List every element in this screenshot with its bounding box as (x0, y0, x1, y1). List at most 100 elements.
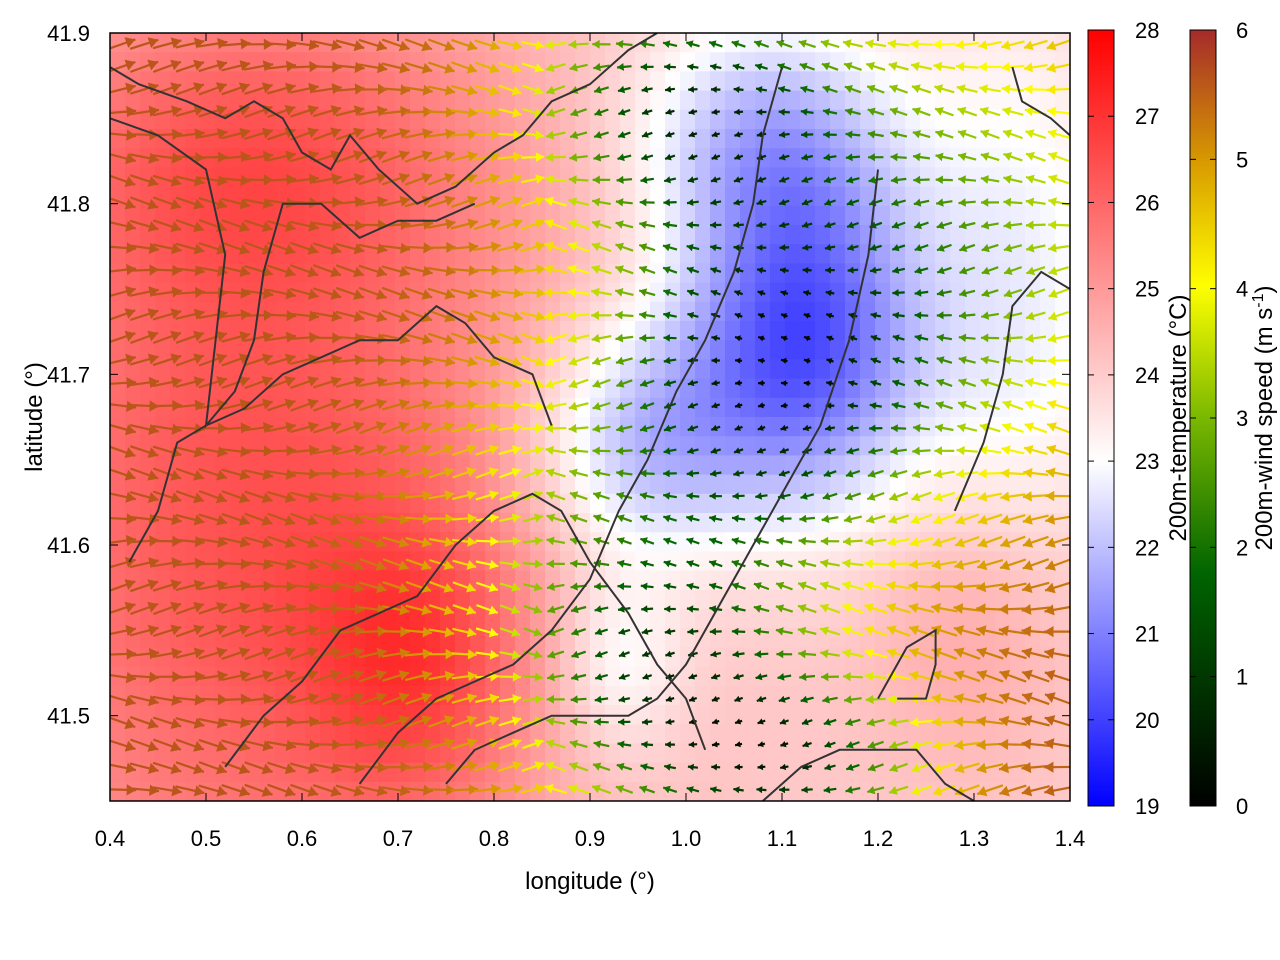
heat-cell (695, 301, 711, 322)
heat-cell (455, 359, 471, 380)
heat-cell (155, 205, 171, 226)
heat-cell (545, 321, 561, 341)
heat-cell (770, 685, 786, 706)
heat-cell (905, 762, 921, 783)
heat-cell (785, 609, 801, 629)
heat-cell (620, 724, 636, 744)
heat-cell (425, 340, 441, 360)
heat-cell (935, 724, 951, 744)
heat-cell (1010, 609, 1026, 629)
heat-cell (245, 685, 261, 706)
heat-cell (590, 359, 606, 380)
heat-cell (785, 781, 801, 801)
heat-cell (110, 397, 126, 418)
heat-cell (1055, 647, 1070, 668)
heat-cell (395, 474, 411, 495)
heat-cell (905, 340, 921, 360)
heat-cell (905, 167, 921, 188)
heat-cell (200, 71, 216, 92)
heat-cell (905, 225, 921, 245)
heat-cell (410, 378, 426, 399)
heat-cell (335, 724, 351, 744)
heat-cell (650, 282, 666, 303)
heat-cell (800, 685, 816, 706)
heat-cell (410, 359, 426, 380)
heat-cell (965, 474, 981, 495)
heat-cell (110, 90, 126, 111)
heat-cell (695, 743, 711, 764)
heat-cell (995, 148, 1011, 168)
heat-cell (725, 301, 741, 322)
heat-cell (1055, 474, 1070, 495)
heat-cell (710, 33, 726, 53)
heat-cell (230, 724, 246, 744)
heat-cell (830, 205, 846, 226)
heat-cell (875, 340, 891, 360)
heat-cell (1010, 321, 1026, 341)
heat-cell (500, 205, 516, 226)
heat-cell (830, 647, 846, 668)
heat-cell (1010, 359, 1026, 380)
heat-cell (140, 359, 156, 380)
heat-cell (560, 205, 576, 226)
heat-cell (620, 359, 636, 380)
heat-cell (110, 340, 126, 360)
heat-cell (110, 129, 126, 149)
heat-cell (770, 724, 786, 744)
heat-cell (710, 225, 726, 245)
heat-cell (710, 743, 726, 764)
heat-cell (410, 205, 426, 226)
heat-cell (740, 781, 756, 801)
heat-cell (740, 33, 756, 53)
heat-cell (440, 225, 456, 245)
heat-cell (560, 647, 576, 668)
heat-cell (815, 205, 831, 226)
heat-cell (650, 609, 666, 629)
heat-cell (800, 301, 816, 322)
heat-cell (575, 340, 591, 360)
heat-cell (620, 167, 636, 188)
heat-cell (530, 225, 546, 245)
heat-cell (830, 397, 846, 418)
heat-cell (1055, 359, 1070, 380)
heat-cell (935, 148, 951, 168)
heat-cell (515, 474, 531, 495)
heat-cell (1025, 109, 1041, 130)
heat-cell (860, 148, 876, 168)
heat-cell (890, 724, 906, 744)
heat-cell (605, 666, 621, 687)
heat-cell (305, 359, 321, 380)
heat-cell (875, 743, 891, 764)
heat-cell (290, 340, 306, 360)
heat-cell (245, 71, 261, 92)
heat-cell (650, 455, 666, 476)
heat-cell (515, 225, 531, 245)
heat-cell (680, 167, 696, 188)
heat-cell (470, 282, 486, 303)
heat-cell (785, 109, 801, 130)
heat-cell (290, 724, 306, 744)
heat-cell (830, 244, 846, 264)
heat-cell (500, 109, 516, 130)
heat-cell (965, 71, 981, 92)
heat-cell (860, 378, 876, 399)
heat-cell (410, 397, 426, 418)
heat-cell (875, 417, 891, 437)
heat-cell (860, 109, 876, 130)
heat-cell (1055, 762, 1070, 783)
heat-cell (635, 743, 651, 764)
heat-cell (530, 340, 546, 360)
heat-cell (680, 205, 696, 226)
heat-cell (380, 71, 396, 92)
heat-cell (560, 167, 576, 188)
heat-cell (725, 225, 741, 245)
heat-cell (320, 359, 336, 380)
heat-cell (1055, 724, 1070, 744)
heat-cell (740, 244, 756, 264)
heat-cell (590, 71, 606, 92)
heat-cell (920, 33, 936, 53)
heat-cell (590, 321, 606, 341)
heat-cell (215, 167, 231, 188)
heat-cell (800, 359, 816, 380)
heat-cell (155, 436, 171, 456)
